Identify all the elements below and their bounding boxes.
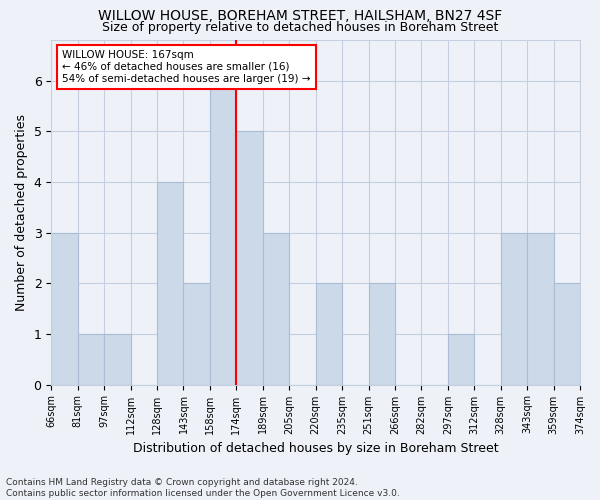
Y-axis label: Number of detached properties: Number of detached properties xyxy=(15,114,28,311)
Bar xyxy=(78,334,104,384)
Bar xyxy=(51,232,78,384)
Bar xyxy=(184,283,210,384)
Text: Size of property relative to detached houses in Boreham Street: Size of property relative to detached ho… xyxy=(102,21,498,34)
Bar xyxy=(448,334,474,384)
X-axis label: Distribution of detached houses by size in Boreham Street: Distribution of detached houses by size … xyxy=(133,442,499,455)
Bar xyxy=(368,283,395,384)
Bar xyxy=(210,80,236,384)
Bar xyxy=(316,283,342,384)
Bar xyxy=(527,232,554,384)
Bar xyxy=(236,131,263,384)
Text: WILLOW HOUSE, BOREHAM STREET, HAILSHAM, BN27 4SF: WILLOW HOUSE, BOREHAM STREET, HAILSHAM, … xyxy=(98,9,502,23)
Text: Contains HM Land Registry data © Crown copyright and database right 2024.
Contai: Contains HM Land Registry data © Crown c… xyxy=(6,478,400,498)
Bar xyxy=(104,334,131,384)
Bar xyxy=(263,232,289,384)
Bar xyxy=(554,283,580,384)
Text: WILLOW HOUSE: 167sqm
← 46% of detached houses are smaller (16)
54% of semi-detac: WILLOW HOUSE: 167sqm ← 46% of detached h… xyxy=(62,50,310,84)
Bar xyxy=(500,232,527,384)
Bar xyxy=(157,182,184,384)
